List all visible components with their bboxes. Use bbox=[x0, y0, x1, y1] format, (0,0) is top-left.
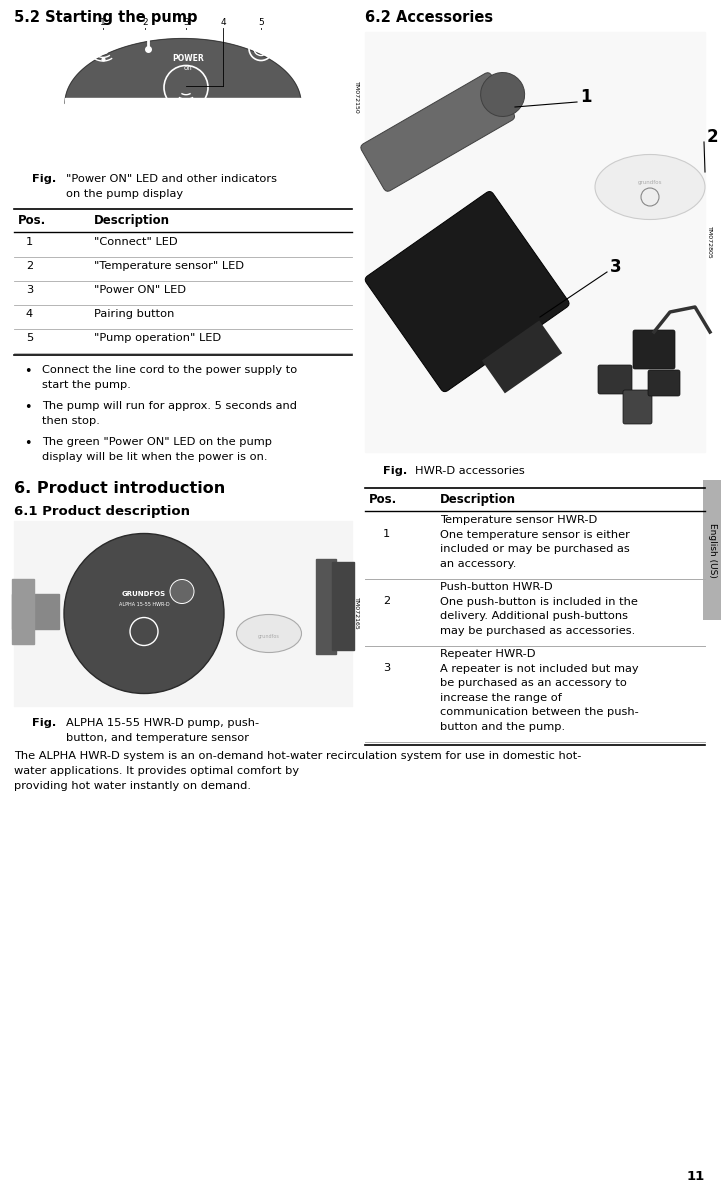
Ellipse shape bbox=[236, 614, 301, 652]
Text: GRUNDFOS: GRUNDFOS bbox=[122, 590, 166, 596]
Text: TM072165: TM072165 bbox=[354, 598, 359, 630]
Text: 6. Product introduction: 6. Product introduction bbox=[14, 482, 225, 496]
Text: Pairing button: Pairing button bbox=[94, 310, 174, 319]
Text: Fig.: Fig. bbox=[32, 174, 56, 184]
Text: •: • bbox=[24, 364, 32, 378]
Text: 2: 2 bbox=[142, 18, 148, 27]
Text: ETL: ETL bbox=[177, 589, 187, 594]
Text: on the pump display: on the pump display bbox=[66, 189, 183, 200]
Text: Temperature sensor HWR-D: Temperature sensor HWR-D bbox=[440, 515, 597, 525]
Text: POWER: POWER bbox=[172, 54, 204, 63]
Text: 1: 1 bbox=[26, 237, 33, 247]
Circle shape bbox=[170, 580, 194, 603]
FancyBboxPatch shape bbox=[633, 330, 675, 369]
Text: delivery. Additional push-buttons: delivery. Additional push-buttons bbox=[440, 611, 628, 621]
Text: 4: 4 bbox=[220, 18, 226, 27]
Text: TM072150: TM072150 bbox=[354, 80, 359, 114]
Polygon shape bbox=[65, 38, 301, 104]
Text: One temperature sensor is either: One temperature sensor is either bbox=[440, 529, 630, 539]
Text: "Power ON" LED: "Power ON" LED bbox=[94, 284, 186, 295]
Text: The ALPHA HWR-D system is an on-demand hot-water recirculation system for use in: The ALPHA HWR-D system is an on-demand h… bbox=[14, 750, 581, 761]
FancyBboxPatch shape bbox=[598, 364, 632, 394]
Text: 6.2 Accessories: 6.2 Accessories bbox=[365, 10, 493, 25]
Polygon shape bbox=[316, 558, 336, 654]
Polygon shape bbox=[332, 562, 354, 650]
Text: Connect the line cord to the power supply to: Connect the line cord to the power suppl… bbox=[42, 364, 297, 375]
Text: •: • bbox=[24, 402, 32, 413]
Polygon shape bbox=[65, 98, 301, 110]
Text: may be purchased as accessories.: may be purchased as accessories. bbox=[440, 625, 635, 636]
Text: Description: Description bbox=[440, 494, 516, 505]
Text: 3: 3 bbox=[183, 18, 189, 27]
FancyBboxPatch shape bbox=[648, 370, 680, 396]
Text: ALPHA 15-55 HWR-D: ALPHA 15-55 HWR-D bbox=[119, 602, 169, 607]
Text: "Connect" LED: "Connect" LED bbox=[94, 237, 177, 247]
Text: 1: 1 bbox=[580, 88, 591, 106]
FancyBboxPatch shape bbox=[366, 191, 569, 392]
Text: 5.2 Starting the pump: 5.2 Starting the pump bbox=[14, 10, 198, 25]
Text: 3: 3 bbox=[383, 663, 390, 673]
Text: an accessory.: an accessory. bbox=[440, 558, 516, 569]
FancyBboxPatch shape bbox=[703, 480, 721, 620]
Text: 3: 3 bbox=[610, 258, 622, 276]
Text: 4: 4 bbox=[26, 310, 33, 319]
Text: grundfos: grundfos bbox=[258, 635, 280, 639]
Text: Repeater HWR-D: Repeater HWR-D bbox=[440, 649, 536, 658]
Text: One push-button is included in the: One push-button is included in the bbox=[440, 596, 638, 607]
Text: English (US): English (US) bbox=[707, 522, 717, 577]
Text: 3: 3 bbox=[26, 284, 33, 295]
FancyBboxPatch shape bbox=[482, 320, 562, 393]
Polygon shape bbox=[12, 578, 34, 643]
Text: 6.1 Product description: 6.1 Product description bbox=[14, 505, 190, 517]
FancyBboxPatch shape bbox=[360, 73, 515, 191]
Text: display will be lit when the power is on.: display will be lit when the power is on… bbox=[42, 452, 267, 462]
Text: button, and temperature sensor: button, and temperature sensor bbox=[66, 733, 249, 743]
Text: Pos.: Pos. bbox=[369, 494, 397, 505]
Text: 5: 5 bbox=[26, 333, 33, 343]
Text: increase the range of: increase the range of bbox=[440, 692, 562, 703]
Text: grundfos: grundfos bbox=[638, 179, 663, 184]
Text: communication between the push-: communication between the push- bbox=[440, 707, 639, 717]
Circle shape bbox=[64, 533, 224, 693]
Text: Description: Description bbox=[94, 214, 170, 227]
Text: 2: 2 bbox=[26, 261, 33, 271]
Text: ALPHA 15-55 HWR-D pump, push-: ALPHA 15-55 HWR-D pump, push- bbox=[66, 718, 259, 728]
Text: Push-button HWR-D: Push-button HWR-D bbox=[440, 582, 552, 592]
Text: TM072805: TM072805 bbox=[707, 226, 712, 258]
Text: start the pump.: start the pump. bbox=[42, 380, 131, 390]
Text: 11: 11 bbox=[686, 1170, 705, 1183]
Text: 1: 1 bbox=[383, 529, 390, 539]
Text: •: • bbox=[24, 437, 32, 451]
Polygon shape bbox=[14, 521, 352, 706]
Text: then stop.: then stop. bbox=[42, 416, 100, 425]
Text: water applications. It provides optimal comfort by: water applications. It provides optimal … bbox=[14, 766, 299, 776]
Text: button and the pump.: button and the pump. bbox=[440, 722, 565, 731]
Text: Pos.: Pos. bbox=[18, 214, 46, 227]
Text: included or may be purchased as: included or may be purchased as bbox=[440, 544, 629, 554]
Text: The pump will run for approx. 5 seconds and: The pump will run for approx. 5 seconds … bbox=[42, 402, 297, 411]
Text: "Temperature sensor" LED: "Temperature sensor" LED bbox=[94, 261, 244, 271]
Text: 2: 2 bbox=[707, 128, 719, 146]
Text: HWR-D accessories: HWR-D accessories bbox=[415, 466, 525, 476]
FancyBboxPatch shape bbox=[623, 390, 652, 424]
Circle shape bbox=[481, 73, 525, 116]
Text: "Pump operation" LED: "Pump operation" LED bbox=[94, 333, 221, 343]
Text: The green "Power ON" LED on the pump: The green "Power ON" LED on the pump bbox=[42, 437, 272, 447]
Ellipse shape bbox=[595, 154, 705, 220]
Text: Fig.: Fig. bbox=[383, 466, 407, 476]
Text: providing hot water instantly on demand.: providing hot water instantly on demand. bbox=[14, 782, 251, 791]
Text: Fig.: Fig. bbox=[32, 718, 56, 728]
Text: 5: 5 bbox=[258, 18, 264, 27]
Polygon shape bbox=[365, 32, 705, 452]
Text: "Power ON" LED and other indicators: "Power ON" LED and other indicators bbox=[66, 174, 277, 184]
Text: 2: 2 bbox=[383, 596, 390, 606]
Text: 1: 1 bbox=[100, 18, 106, 27]
Text: be purchased as an accessory to: be purchased as an accessory to bbox=[440, 678, 627, 688]
Text: on: on bbox=[184, 65, 193, 71]
Text: A repeater is not included but may: A repeater is not included but may bbox=[440, 663, 639, 674]
Polygon shape bbox=[12, 594, 59, 629]
